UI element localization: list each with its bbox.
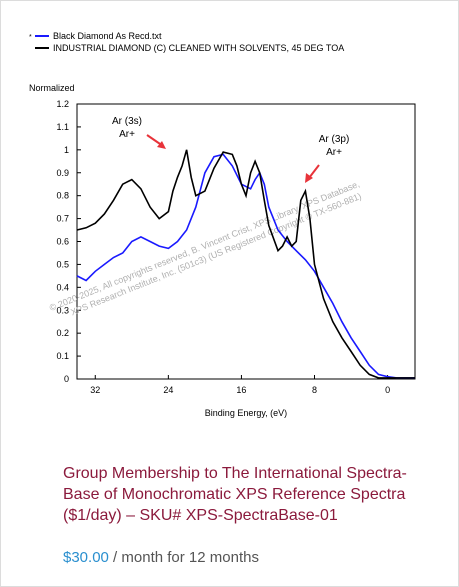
y-tick-label: 0.3: [56, 305, 69, 315]
xps-spectrum-figure[interactable]: * Black Diamond As Recd.txt INDUSTRIAL D…: [15, 21, 435, 431]
x-axis-ticks: 32 24 16 8 0: [90, 375, 390, 395]
series-line-black-diamond-as-recd: [76, 153, 415, 379]
price-line: $30.00 / month for 12 months: [63, 549, 259, 566]
annotation-ar-3s: Ar (3s) Ar+: [112, 116, 166, 149]
product-title-link[interactable]: Group Membership to The International Sp…: [63, 465, 407, 524]
x-tick-label: 32: [90, 385, 100, 395]
annotation-ar-3p-line2: Ar+: [326, 147, 342, 158]
y-tick-label: 0.6: [56, 237, 69, 247]
price-amount: $30.00: [63, 549, 109, 566]
y-tick-label: 1: [64, 145, 69, 155]
annotation-ar-3p: Ar (3p) Ar+: [305, 134, 349, 183]
legend-label-series-2: INDUSTRIAL DIAMOND (C) CLEANED WITH SOLV…: [53, 43, 344, 53]
annotation-ar-3s-line1: Ar (3s): [112, 116, 142, 127]
x-tick-label: 8: [312, 385, 317, 395]
y-axis-label: Normalized: [29, 83, 75, 93]
y-tick-label: 0.9: [56, 168, 69, 178]
y-axis-ticks: 0 0.1 0.2 0.3 0.4 0.5 0.6 0.7 0.8 0.9 1 1.1 1.2: [56, 99, 81, 384]
watermark: © 2020-2025, All copyrights reserved, B.…: [48, 179, 363, 318]
annotation-ar-3p-arrowhead: [305, 173, 313, 183]
price-suffix: / month for 12 months: [108, 549, 259, 566]
annotation-ar-3p-line1: Ar (3p): [319, 134, 350, 145]
y-tick-label: 0.8: [56, 191, 69, 201]
legend: * Black Diamond As Recd.txt INDUSTRIAL D…: [29, 31, 344, 53]
annotation-ar-3s-arrowhead: [157, 141, 166, 149]
x-tick-label: 0: [385, 385, 390, 395]
legend-label-series-1: Black Diamond As Recd.txt: [53, 31, 162, 41]
annotation-ar-3s-line2: Ar+: [119, 129, 135, 140]
y-tick-label: 1.1: [56, 122, 69, 132]
y-tick-label: 1.2: [56, 99, 69, 109]
x-tick-label: 24: [163, 385, 173, 395]
watermark-line-2: XPS Research Institute, Inc. (501c3) (US…: [69, 191, 363, 317]
annotation-ar-3p-arrow: [308, 164, 320, 179]
x-axis-label: Binding Energy, (eV): [205, 408, 287, 418]
series-line-industrial-diamond: [76, 149, 415, 379]
legend-marker: *: [29, 34, 32, 41]
watermark-line-1: © 2020-2025, All copyrights reserved, B.…: [48, 179, 361, 313]
y-tick-label: 0.5: [56, 259, 69, 269]
x-tick-label: 16: [236, 385, 246, 395]
xps-spectrum-chart: * Black Diamond As Recd.txt INDUSTRIAL D…: [29, 31, 416, 418]
y-tick-label: 0: [64, 374, 69, 384]
y-tick-label: 0.7: [56, 214, 69, 224]
y-tick-label: 0.1: [56, 351, 69, 361]
y-tick-label: 0.2: [56, 328, 69, 338]
y-tick-label: 0.4: [56, 282, 69, 292]
